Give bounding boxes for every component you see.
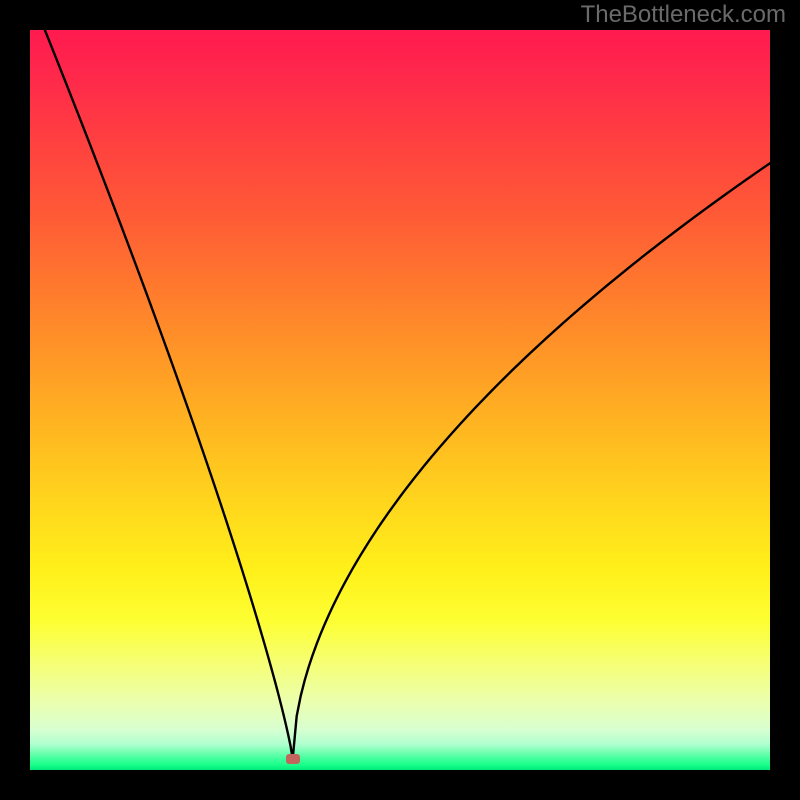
watermark-text: TheBottleneck.com [581, 1, 786, 29]
optimum-marker [286, 754, 300, 764]
bottleneck-curve [30, 30, 770, 770]
curve-path [30, 0, 770, 759]
plot-area [30, 30, 770, 770]
chart-root: TheBottleneck.com [0, 0, 800, 800]
